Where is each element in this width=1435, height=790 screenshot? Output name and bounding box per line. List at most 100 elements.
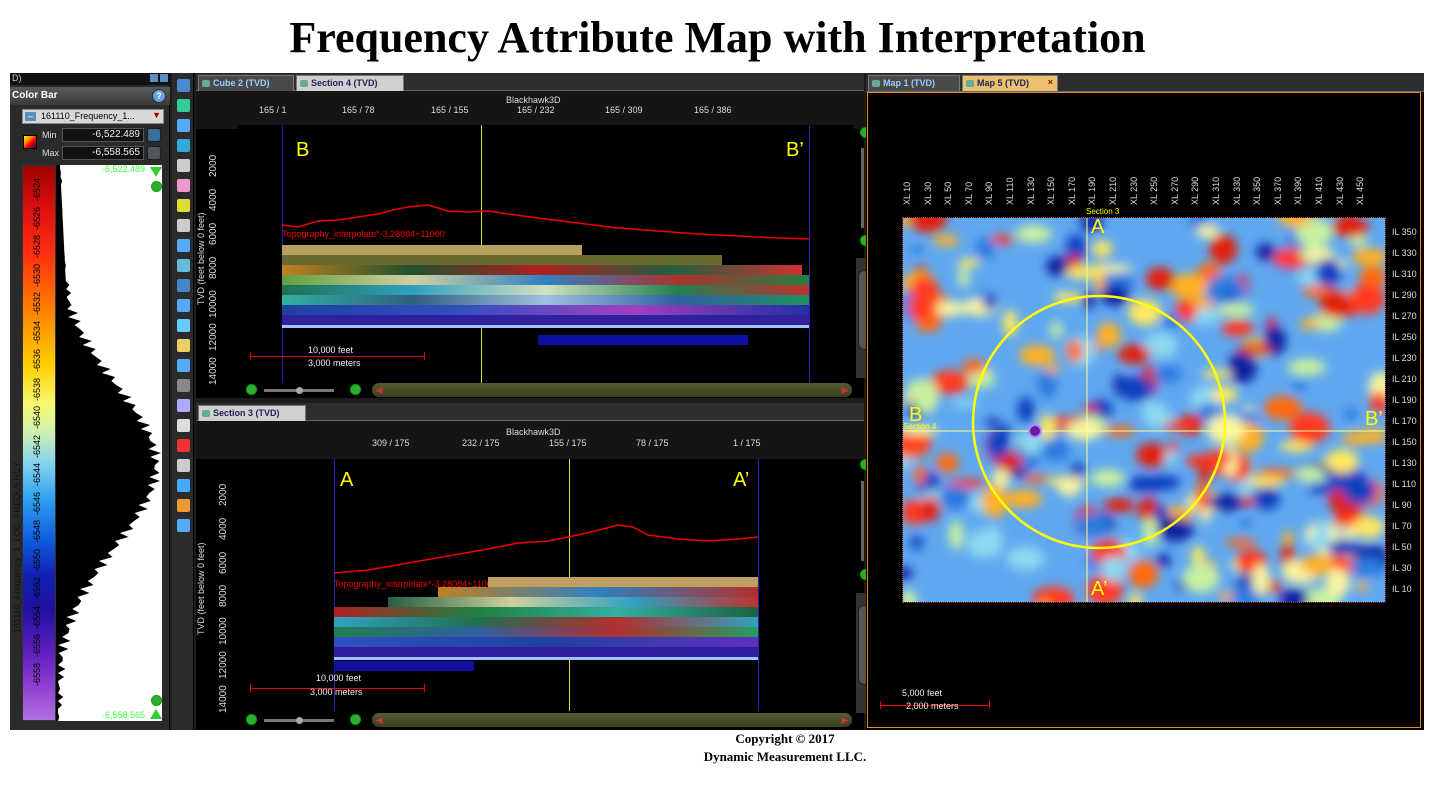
scroll-left-icon[interactable]: ◀: [375, 385, 383, 395]
label-b-prime: B’: [786, 139, 804, 161]
toolbar-tool-icon[interactable]: [177, 279, 190, 292]
tab-cube-2[interactable]: Cube 2 (TVD): [198, 75, 294, 91]
help-icon[interactable]: ?: [152, 89, 166, 103]
reflector-band: [282, 245, 582, 255]
section-left-edge: [334, 459, 335, 711]
toolbar-tool-icon[interactable]: [177, 199, 190, 212]
section-view-top: Cube 2 (TVD) Section 4 (TVD) Blackhawk3D…: [196, 73, 872, 398]
zoom-in-icon[interactable]: [350, 384, 361, 395]
map-blob: [1169, 273, 1208, 299]
map-blob: [1137, 497, 1160, 524]
seismic-section-plot[interactable]: B B’ Topography_interpolate*-3.28084+110…: [238, 125, 854, 383]
scroll-right-icon[interactable]: ▶: [841, 715, 849, 725]
toolbar-tool-icon[interactable]: [177, 519, 190, 532]
tab-section-3[interactable]: Section 3 (TVD): [198, 405, 306, 421]
frequency-map[interactable]: A A’ B B’ Section 4: [902, 217, 1386, 603]
toolbar-tool-icon[interactable]: [177, 239, 190, 252]
il-tick: IL 130: [1392, 458, 1417, 468]
refresh-max-icon[interactable]: [147, 146, 161, 160]
toolbar-tool-icon[interactable]: [177, 399, 190, 412]
collapse-icon[interactable]: –: [25, 112, 36, 121]
toolbar-tool-icon[interactable]: [177, 259, 190, 272]
scroll-left-icon[interactable]: ◀: [375, 715, 383, 725]
map-blob: [982, 294, 997, 311]
map-blob: [1069, 463, 1087, 478]
map-blob: [908, 294, 935, 321]
map-blob: [1066, 255, 1082, 269]
toolbar-tool-icon[interactable]: [177, 459, 190, 472]
min-value-field[interactable]: -6,522.489: [62, 128, 144, 142]
zoom-out-icon[interactable]: [246, 714, 257, 725]
zoom-in-icon[interactable]: [151, 181, 162, 192]
window-controls[interactable]: [148, 74, 168, 84]
histogram: [56, 165, 162, 721]
toolbar-tool-icon[interactable]: [177, 499, 190, 512]
zoom-out-icon[interactable]: [151, 695, 162, 706]
attribute-select[interactable]: – 161110_Frequency_1... ▼: [22, 109, 164, 124]
close-icon[interactable]: ×: [1047, 77, 1053, 87]
map-blob: [1313, 521, 1331, 543]
min-label: Min: [42, 130, 57, 140]
zoom-knob[interactable]: [296, 717, 303, 724]
map-blob: [910, 245, 924, 254]
toolbar-tool-icon[interactable]: [177, 159, 190, 172]
toolbar-tool-icon[interactable]: [177, 359, 190, 372]
tab-map-5[interactable]: Map 5 (TVD) ×: [962, 75, 1058, 91]
top-axis: Blackhawk3D 309 / 175 232 / 175 155 / 17…: [196, 421, 864, 459]
tab-section-4[interactable]: Section 4 (TVD): [296, 75, 404, 91]
max-value-field[interactable]: -6,558.565: [62, 146, 144, 160]
xl-tick: XL 270: [1169, 176, 1180, 205]
horizontal-scrollbar[interactable]: ◀ ▶: [372, 713, 852, 727]
map-blob: [952, 398, 979, 407]
zoom-knob[interactable]: [296, 387, 303, 394]
toolbar-tool-icon[interactable]: [177, 79, 190, 92]
map-blob: [914, 382, 939, 414]
toolbar-tool-icon[interactable]: [177, 439, 190, 452]
zoom-out-icon[interactable]: [246, 384, 257, 395]
top-marker-icon[interactable]: [150, 167, 162, 177]
reflector-band: [282, 325, 809, 328]
tab-map-1[interactable]: Map 1 (TVD): [868, 75, 960, 91]
map-blob: [1353, 516, 1385, 539]
survey-name: Blackhawk3D: [506, 95, 561, 105]
horizontal-scrollbar[interactable]: ◀ ▶: [372, 383, 852, 397]
depth-tick: 8000: [208, 256, 219, 279]
toolbar-tool-icon[interactable]: [177, 319, 190, 332]
restore-icon[interactable]: [150, 74, 158, 82]
vertical-zoom-slider[interactable]: [861, 148, 864, 228]
toolbar-tool-icon[interactable]: [177, 339, 190, 352]
xl-tick: XL 350: [1252, 176, 1263, 205]
il-tick: IL 50: [1392, 542, 1412, 552]
toolbar-tool-icon[interactable]: [177, 99, 190, 112]
map-blob: [1348, 283, 1385, 315]
chevron-down-icon[interactable]: ▼: [152, 110, 161, 120]
map-blob: [1052, 292, 1084, 303]
reflector-band: [282, 285, 809, 295]
toolbar-tool-icon[interactable]: [177, 119, 190, 132]
depth-tick: 2000: [208, 154, 219, 177]
toolbar-tool-icon[interactable]: [177, 379, 190, 392]
xl-tick: XL 70: [963, 181, 974, 205]
map-blob: [1325, 449, 1359, 474]
scale-feet: 10,000 feet: [308, 345, 354, 355]
map-blob: [1050, 321, 1063, 339]
label-a-prime: A’: [1091, 578, 1108, 600]
refresh-min-icon[interactable]: [147, 128, 161, 142]
toolbar-tool-icon[interactable]: [177, 139, 190, 152]
map-blob: [1328, 489, 1339, 511]
toolbar-tool-icon[interactable]: [177, 479, 190, 492]
vertical-zoom-slider[interactable]: [861, 481, 864, 561]
minimize-icon[interactable]: [160, 74, 168, 82]
toolbar-tool-icon[interactable]: [177, 419, 190, 432]
zoom-in-icon[interactable]: [350, 714, 361, 725]
scale-feet: 5,000 feet: [902, 688, 943, 698]
toolbar-tool-icon[interactable]: [177, 179, 190, 192]
bottom-marker-icon[interactable]: [150, 709, 162, 719]
map-blob: [1327, 539, 1362, 556]
seismic-section-plot[interactable]: A A’ Topography_interpolate*-3.28084+110…: [238, 459, 854, 711]
toolbar-tool-icon[interactable]: [177, 299, 190, 312]
colormap-swatch[interactable]: [23, 135, 37, 149]
toolbar-tool-icon[interactable]: [177, 219, 190, 232]
xl-tick: XL 150: [1046, 176, 1057, 205]
scroll-right-icon[interactable]: ▶: [841, 385, 849, 395]
